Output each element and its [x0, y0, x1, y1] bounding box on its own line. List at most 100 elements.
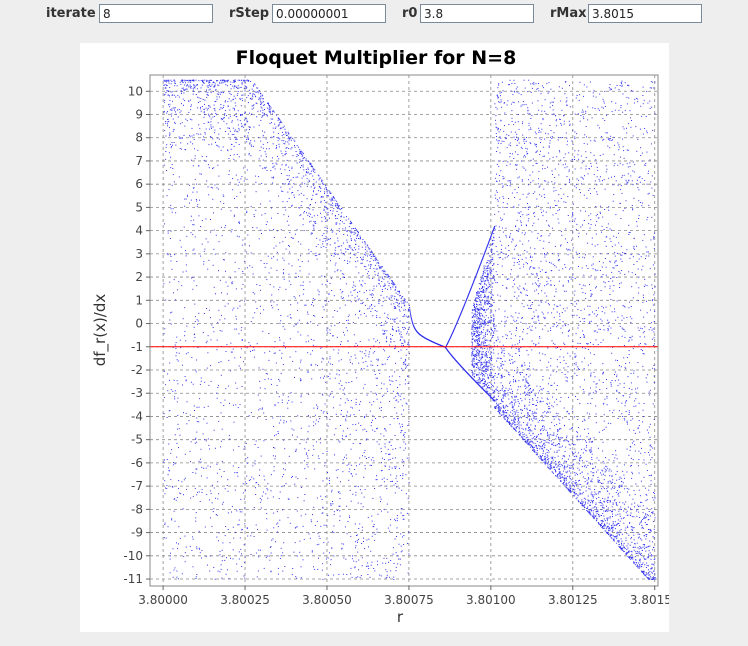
scatter-point — [220, 79, 221, 81]
scatter-point — [372, 315, 374, 317]
scatter-point — [482, 306, 484, 308]
scatter-point — [295, 324, 297, 326]
scatter-point — [233, 214, 235, 216]
rstep-input[interactable] — [272, 4, 386, 23]
scatter-point — [179, 537, 181, 539]
scatter-point — [200, 133, 202, 135]
scatter-point — [290, 139, 292, 141]
scatter-point — [491, 286, 493, 288]
scatter-point — [320, 201, 322, 203]
scatter-point — [403, 362, 405, 364]
scatter-point — [299, 184, 301, 186]
scatter-point — [376, 427, 378, 429]
scatter-point — [213, 508, 215, 510]
r0-input[interactable] — [420, 4, 534, 23]
scatter-point — [485, 352, 487, 354]
scatter-point — [477, 335, 479, 337]
scatter-point — [276, 531, 278, 533]
scatter-point — [279, 119, 281, 121]
scatter-point — [479, 314, 480, 316]
scatter-point — [291, 401, 293, 403]
scatter-point — [248, 342, 250, 344]
scatter-point — [389, 466, 391, 468]
scatter-point — [291, 147, 293, 149]
scatter-point — [287, 131, 289, 133]
scatter-point — [276, 259, 278, 261]
scatter-point — [366, 250, 368, 252]
scatter-point — [246, 141, 248, 143]
scatter-point — [484, 353, 486, 355]
scatter-point — [363, 368, 365, 370]
scatter-point — [266, 513, 268, 515]
scatter-point — [366, 539, 368, 541]
scatter-point — [219, 319, 221, 321]
scatter-point — [277, 526, 279, 528]
scatter-point — [342, 462, 344, 464]
scatter-point — [358, 422, 360, 424]
scatter-point — [394, 467, 396, 469]
scatter-point — [238, 558, 240, 560]
scatter-point — [489, 259, 491, 261]
scatter-point — [283, 439, 285, 441]
scatter-point — [302, 559, 304, 561]
scatter-point — [212, 264, 214, 266]
scatter-point — [363, 292, 365, 294]
scatter-point — [253, 507, 255, 509]
scatter-point — [169, 87, 171, 88]
rmax-input[interactable] — [588, 4, 702, 23]
scatter-point — [479, 361, 481, 363]
scatter-point — [236, 94, 238, 96]
scatter-point — [189, 135, 191, 137]
scatter-point — [393, 284, 395, 286]
scatter-point — [337, 469, 339, 470]
scatter-point — [179, 492, 181, 494]
scatter-point — [172, 91, 174, 93]
scatter-point — [224, 80, 226, 82]
scatter-point — [266, 114, 268, 116]
scatter-point — [400, 512, 402, 514]
iterate-input[interactable] — [99, 4, 213, 23]
scatter-point — [488, 351, 489, 353]
scatter-point — [343, 331, 344, 333]
scatter-point — [484, 283, 486, 285]
scatter-point — [490, 320, 492, 322]
r0-label: r0 — [402, 6, 418, 21]
scatter-point — [407, 383, 409, 384]
scatter-point — [199, 398, 201, 400]
scatter-point — [163, 111, 165, 112]
scatter-point — [376, 560, 378, 562]
scatter-point — [234, 102, 236, 104]
scatter-point — [375, 257, 377, 259]
scatter-point — [203, 261, 205, 262]
scatter-point — [487, 262, 489, 263]
scatter-point — [491, 251, 493, 253]
scatter-point — [311, 378, 313, 380]
scatter-point — [383, 508, 385, 510]
scatter-point — [352, 555, 353, 557]
scatter-point — [228, 435, 230, 437]
scatter-point — [362, 239, 364, 240]
scatter-point — [380, 407, 382, 409]
scatter-point — [244, 577, 246, 579]
scatter-point — [391, 280, 393, 282]
scatter-point — [314, 186, 316, 188]
scatter-point — [295, 176, 297, 178]
scatter-point — [310, 213, 311, 215]
scatter-point — [216, 93, 218, 95]
scatter-point — [211, 502, 213, 504]
scatter-point — [236, 472, 238, 474]
scatter-point — [263, 475, 265, 477]
scatter-point — [362, 357, 363, 359]
scatter-point — [330, 505, 332, 506]
scatter-point — [347, 411, 349, 413]
scatter-point — [476, 294, 478, 296]
scatter-point — [220, 314, 222, 316]
scatter-point — [323, 309, 325, 311]
scatter-point — [284, 154, 286, 156]
scatter-point — [272, 162, 274, 164]
scatter-point — [411, 320, 413, 322]
scatter-point — [478, 323, 480, 325]
scatter-point — [273, 426, 275, 427]
scatter-point — [326, 416, 328, 418]
scatter-point — [356, 237, 357, 239]
